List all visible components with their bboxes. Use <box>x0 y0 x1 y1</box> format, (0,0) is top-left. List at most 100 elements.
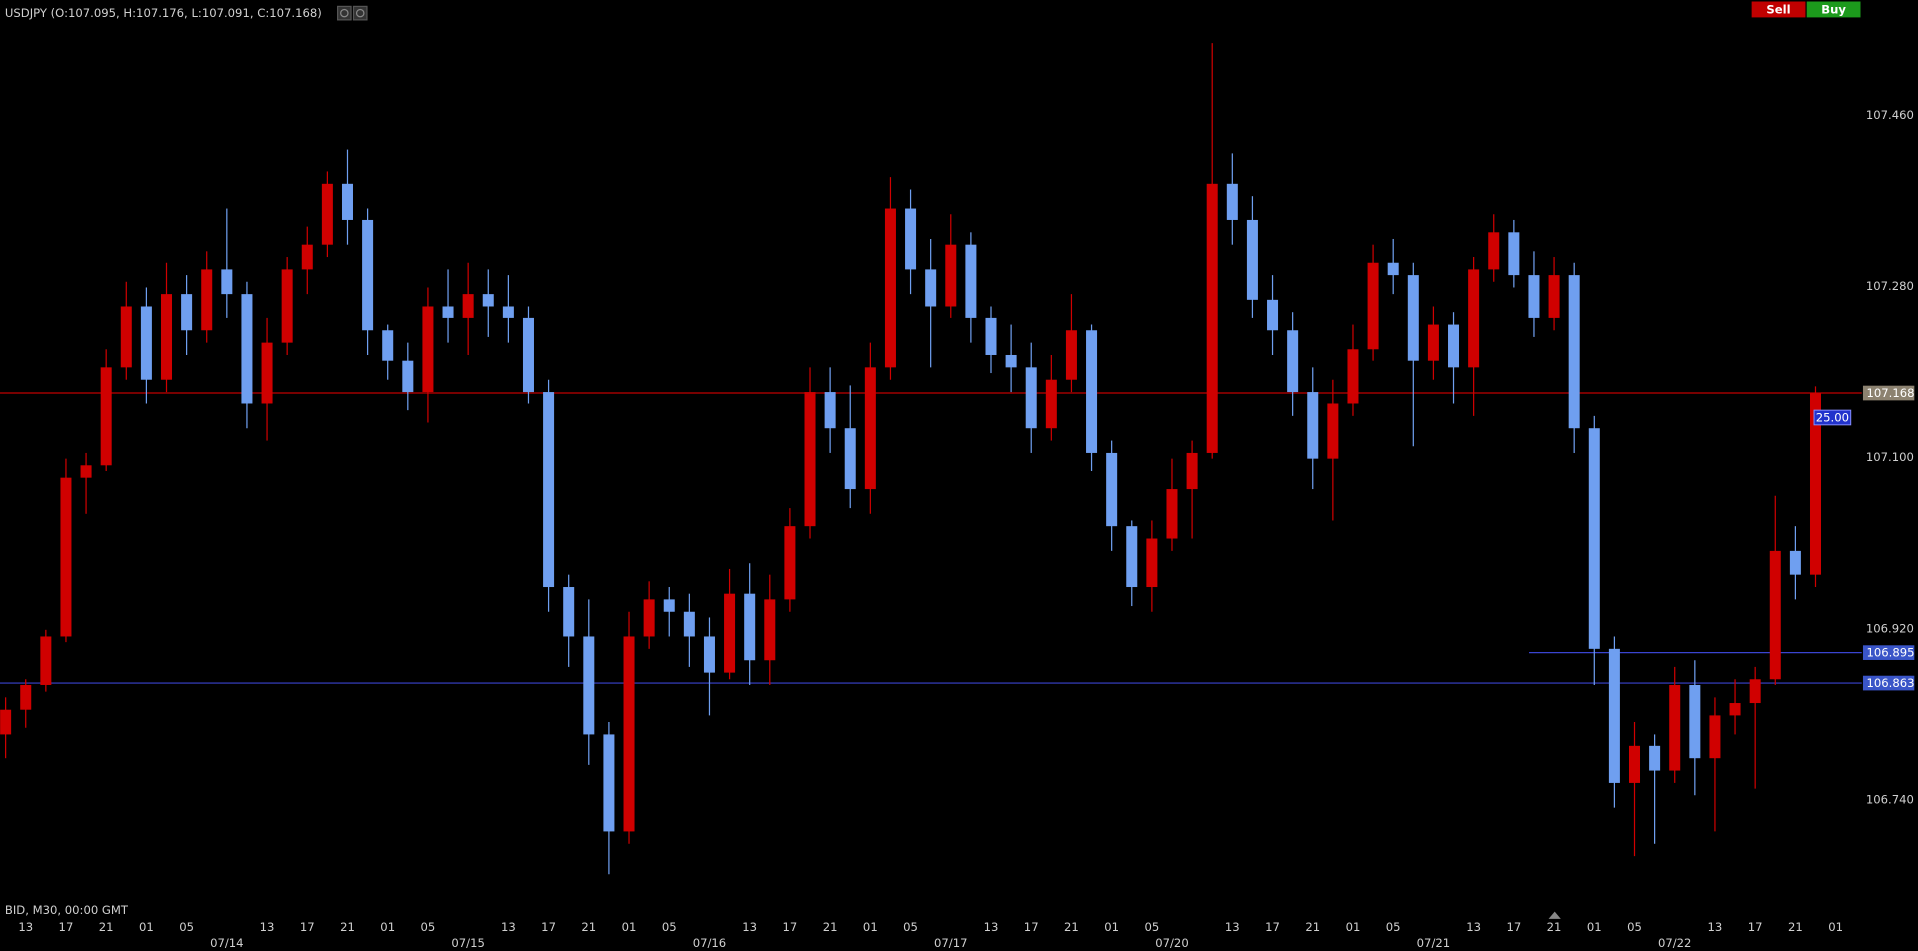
x-date-label: 07/16 <box>693 936 726 950</box>
candle-body <box>160 294 173 380</box>
candle-body <box>1226 183 1238 220</box>
x-tick-label: 21 <box>1788 920 1803 934</box>
candle-body <box>1789 550 1801 575</box>
x-tick-label: 17 <box>783 920 798 934</box>
x-tick-label: 05 <box>421 920 436 934</box>
icon-glyph <box>355 8 365 18</box>
candle-body <box>663 599 675 612</box>
candle-body <box>1166 489 1178 539</box>
x-tick-label: 21 <box>581 920 596 934</box>
sell-button-bg[interactable] <box>1751 1 1806 18</box>
candle-body <box>1709 715 1721 759</box>
x-tick-label: 13 <box>1708 920 1723 934</box>
buy-button-label[interactable]: Buy <box>1821 3 1846 17</box>
buy-button-bg[interactable] <box>1806 1 1861 18</box>
candle-body <box>905 208 917 270</box>
x-tick-label: 01 <box>1587 920 1602 934</box>
x-tick-label: 05 <box>1627 920 1642 934</box>
candle-body <box>864 367 876 490</box>
candle-body <box>1528 275 1540 318</box>
candle-body <box>1448 324 1460 368</box>
x-tick-label: 05 <box>1144 920 1159 934</box>
x-tick-label: 17 <box>1748 920 1763 934</box>
candle-body <box>1488 232 1500 270</box>
x-tick-label: 01 <box>139 920 154 934</box>
candle-body <box>1809 393 1821 575</box>
sell-button[interactable]: Sell <box>1751 1 1806 18</box>
candle-body <box>1307 392 1319 459</box>
x-tick-label: 13 <box>18 920 33 934</box>
candle-body <box>844 428 856 490</box>
sell-button-label[interactable]: Sell <box>1766 3 1790 17</box>
icon-glyph <box>340 8 349 18</box>
candle-body <box>80 465 92 478</box>
candle-body <box>1045 379 1057 429</box>
x-tick-label: 21 <box>99 920 114 934</box>
x-tick-label: 17 <box>1024 920 1039 934</box>
candle-body <box>724 593 736 673</box>
candle-body <box>221 269 233 295</box>
x-tick-label: 17 <box>300 920 315 934</box>
candle-body <box>1367 262 1379 350</box>
y-tick-label: 107.460 <box>1866 108 1914 122</box>
level-label: 106.863 <box>1866 676 1914 690</box>
candle-body <box>1287 330 1299 393</box>
candle-body <box>784 526 796 600</box>
x-tick-label: 17 <box>541 920 556 934</box>
buy-button[interactable]: Buy <box>1806 1 1861 18</box>
candle-body <box>100 367 112 466</box>
candle-body <box>502 306 514 318</box>
candle-body <box>120 306 132 368</box>
candle-body <box>1508 232 1520 276</box>
candle-body <box>985 317 997 355</box>
toolbar-icons[interactable] <box>336 5 368 21</box>
candle-body <box>1065 330 1077 380</box>
candle-body <box>1146 538 1158 588</box>
candle-body <box>945 244 957 307</box>
x-tick-label: 13 <box>742 920 757 934</box>
candle-body <box>1649 745 1661 771</box>
candle-body <box>925 269 937 307</box>
candle-body <box>1025 367 1037 429</box>
candle-body <box>1246 219 1258 300</box>
x-tick-label: 21 <box>823 920 838 934</box>
x-tick-label: 01 <box>622 920 637 934</box>
plot-area: 106.740 106.920 107.100 107.280 107.460 13 17 2… <box>0 43 1914 950</box>
candle-body <box>1608 648 1620 783</box>
candle-body <box>301 244 313 270</box>
x-date-label: 07/22 <box>1658 936 1691 950</box>
candle-body <box>824 392 836 429</box>
candle-body <box>1548 275 1560 318</box>
candle-body <box>1387 262 1399 276</box>
candle-body <box>1407 275 1419 361</box>
candle-body <box>1468 269 1480 368</box>
candle-body <box>884 208 896 368</box>
candle-body <box>1206 183 1218 453</box>
y-tick-label: 106.920 <box>1866 621 1914 635</box>
candle-body <box>201 269 213 331</box>
candle-body <box>703 636 715 673</box>
candle-body <box>482 294 494 307</box>
x-tick-label: 13 <box>1466 920 1481 934</box>
x-tick-label: 01 <box>863 920 878 934</box>
candle-body <box>1749 679 1761 704</box>
candle-body <box>1568 275 1580 429</box>
candle-body <box>422 306 434 393</box>
candle-body <box>321 183 333 245</box>
x-tick-label: 05 <box>1386 920 1401 934</box>
x-tick-label: 17 <box>1506 920 1521 934</box>
x-tick-label: 05 <box>179 920 194 934</box>
candle-body <box>1427 324 1439 361</box>
icon[interactable] <box>352 5 368 21</box>
candle-body <box>583 636 595 735</box>
candle-body <box>1769 550 1781 680</box>
order-label-box <box>1813 409 1852 426</box>
candle-body <box>442 306 454 318</box>
candle-body <box>40 636 52 685</box>
scroll-marker <box>1548 911 1561 919</box>
icon[interactable] <box>336 5 352 21</box>
chart-title: USDJPY (O:107.095, H:107.176, L:107.091,… <box>5 6 322 20</box>
x-tick-label: 21 <box>340 920 355 934</box>
